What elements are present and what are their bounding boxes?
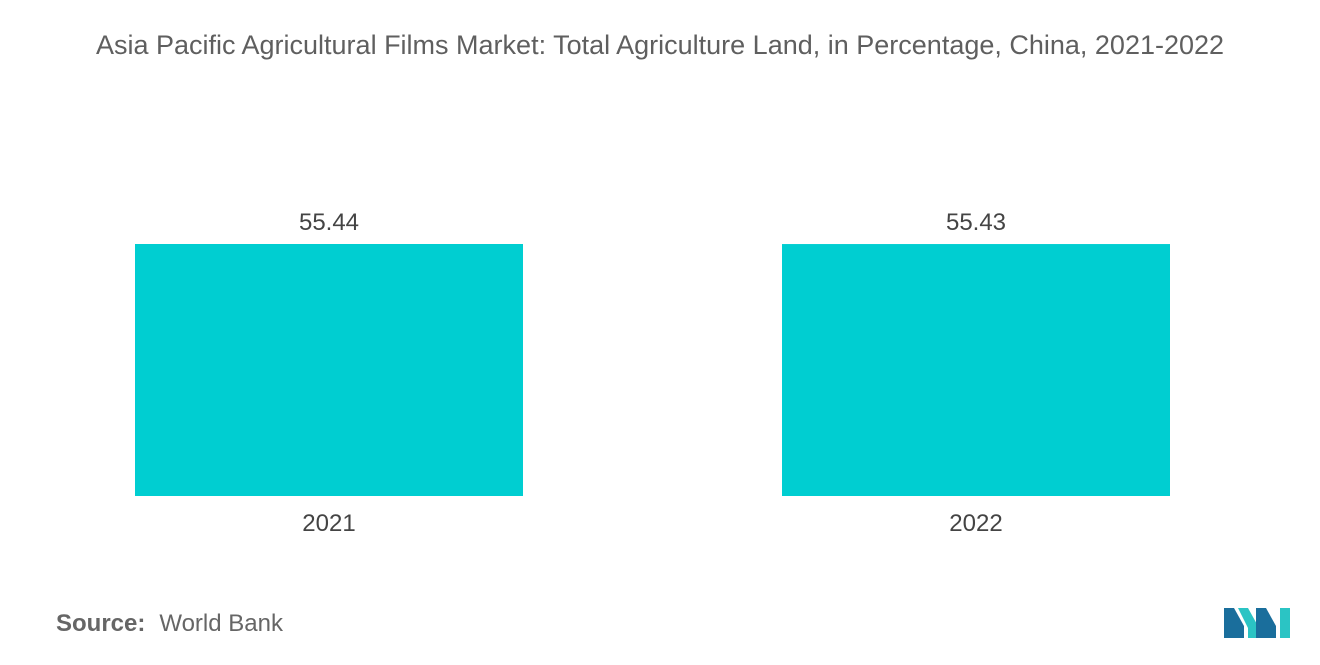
source-value: World Bank xyxy=(159,610,283,637)
mordor-intelligence-logo-icon xyxy=(1224,608,1290,638)
category-label-2021: 2021 xyxy=(302,510,355,537)
bars-layer: 55.44 2021 55.43 2022 xyxy=(135,209,1170,537)
chart-title: Asia Pacific Agricultural Films Market: … xyxy=(95,30,1225,60)
data-label-2022: 55.43 xyxy=(946,209,1006,236)
data-label-2021: 55.44 xyxy=(299,209,359,236)
source-note: Source: World Bank xyxy=(56,610,283,638)
category-label-2022: 2022 xyxy=(949,510,1002,537)
source-label: Source: xyxy=(56,610,146,637)
bar-2021 xyxy=(135,244,523,496)
bar-2022 xyxy=(782,244,1170,496)
